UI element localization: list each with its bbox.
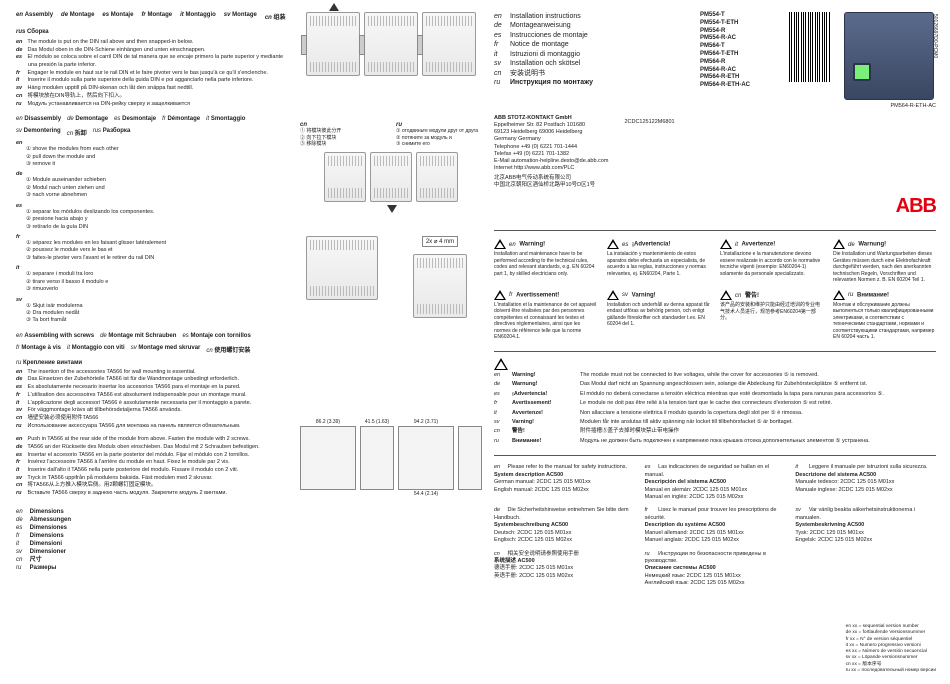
barcode-icon [789,12,831,82]
title-block: en Installation instructionsde Montagean… [494,12,692,109]
warning-triangle-icon [494,358,508,370]
fig-dimensions: 86.2 (3.39) 41.5 (1.63) 94.2 (3.71)54.4 … [300,426,482,490]
doc-number: 2CDC125122M6801 [624,119,936,125]
company-address: ABB STOTZ-KONTAKT GmbH Eppelheimer Str. … [494,115,608,189]
fig-disassembly [300,152,482,202]
disassembly-side-notes: cn① 将模块彼此分开② 向下拉下模块③ 移除模块 ru① отодвиньте… [300,122,482,148]
abb-logo: ABB [896,195,936,218]
screw-spec: 2x ⌀ 4 mm [422,236,458,247]
disassembly-steps: enshove the modules from each otherpull … [16,140,288,325]
fig-screws: 2x ⌀ 4 mm [300,236,482,318]
fig-assembly [300,12,482,76]
screws-text-1: en The insertion of the accessories TA56… [16,369,288,431]
screws-heading: en Assembling with screwsde Montage mit … [16,333,288,366]
disassembly-heading: en Disassemblyde Demontagees Desmontajef… [16,116,288,137]
assembly-heading: en Assemblyde Montagees Montajefr Montag… [16,12,288,35]
dimensions-heading: en Dimensionsde Abmessungenes Dimensione… [16,506,288,573]
manuals-grid: en Please refer to the manual for safety… [494,455,936,587]
screws-text-2: en Push in TA566 at the rear side of the… [16,436,288,498]
warnings-grid: en Warning!Installation and maintenance … [494,230,936,341]
barcode-block: 2010-11-18 50126697D0-PCM0 [784,12,836,109]
assembly-text: en The module is put on the DIN rail abo… [16,39,288,108]
device-photo [844,12,934,100]
version-legend: en xx = sequential version numberde xx =… [846,624,936,674]
wide-warnings: enWarning!The module must not be connect… [494,358,936,445]
model-list: PM554-TPM554-T-ETHPM554-RPM554-R-ACPM564… [700,12,776,109]
